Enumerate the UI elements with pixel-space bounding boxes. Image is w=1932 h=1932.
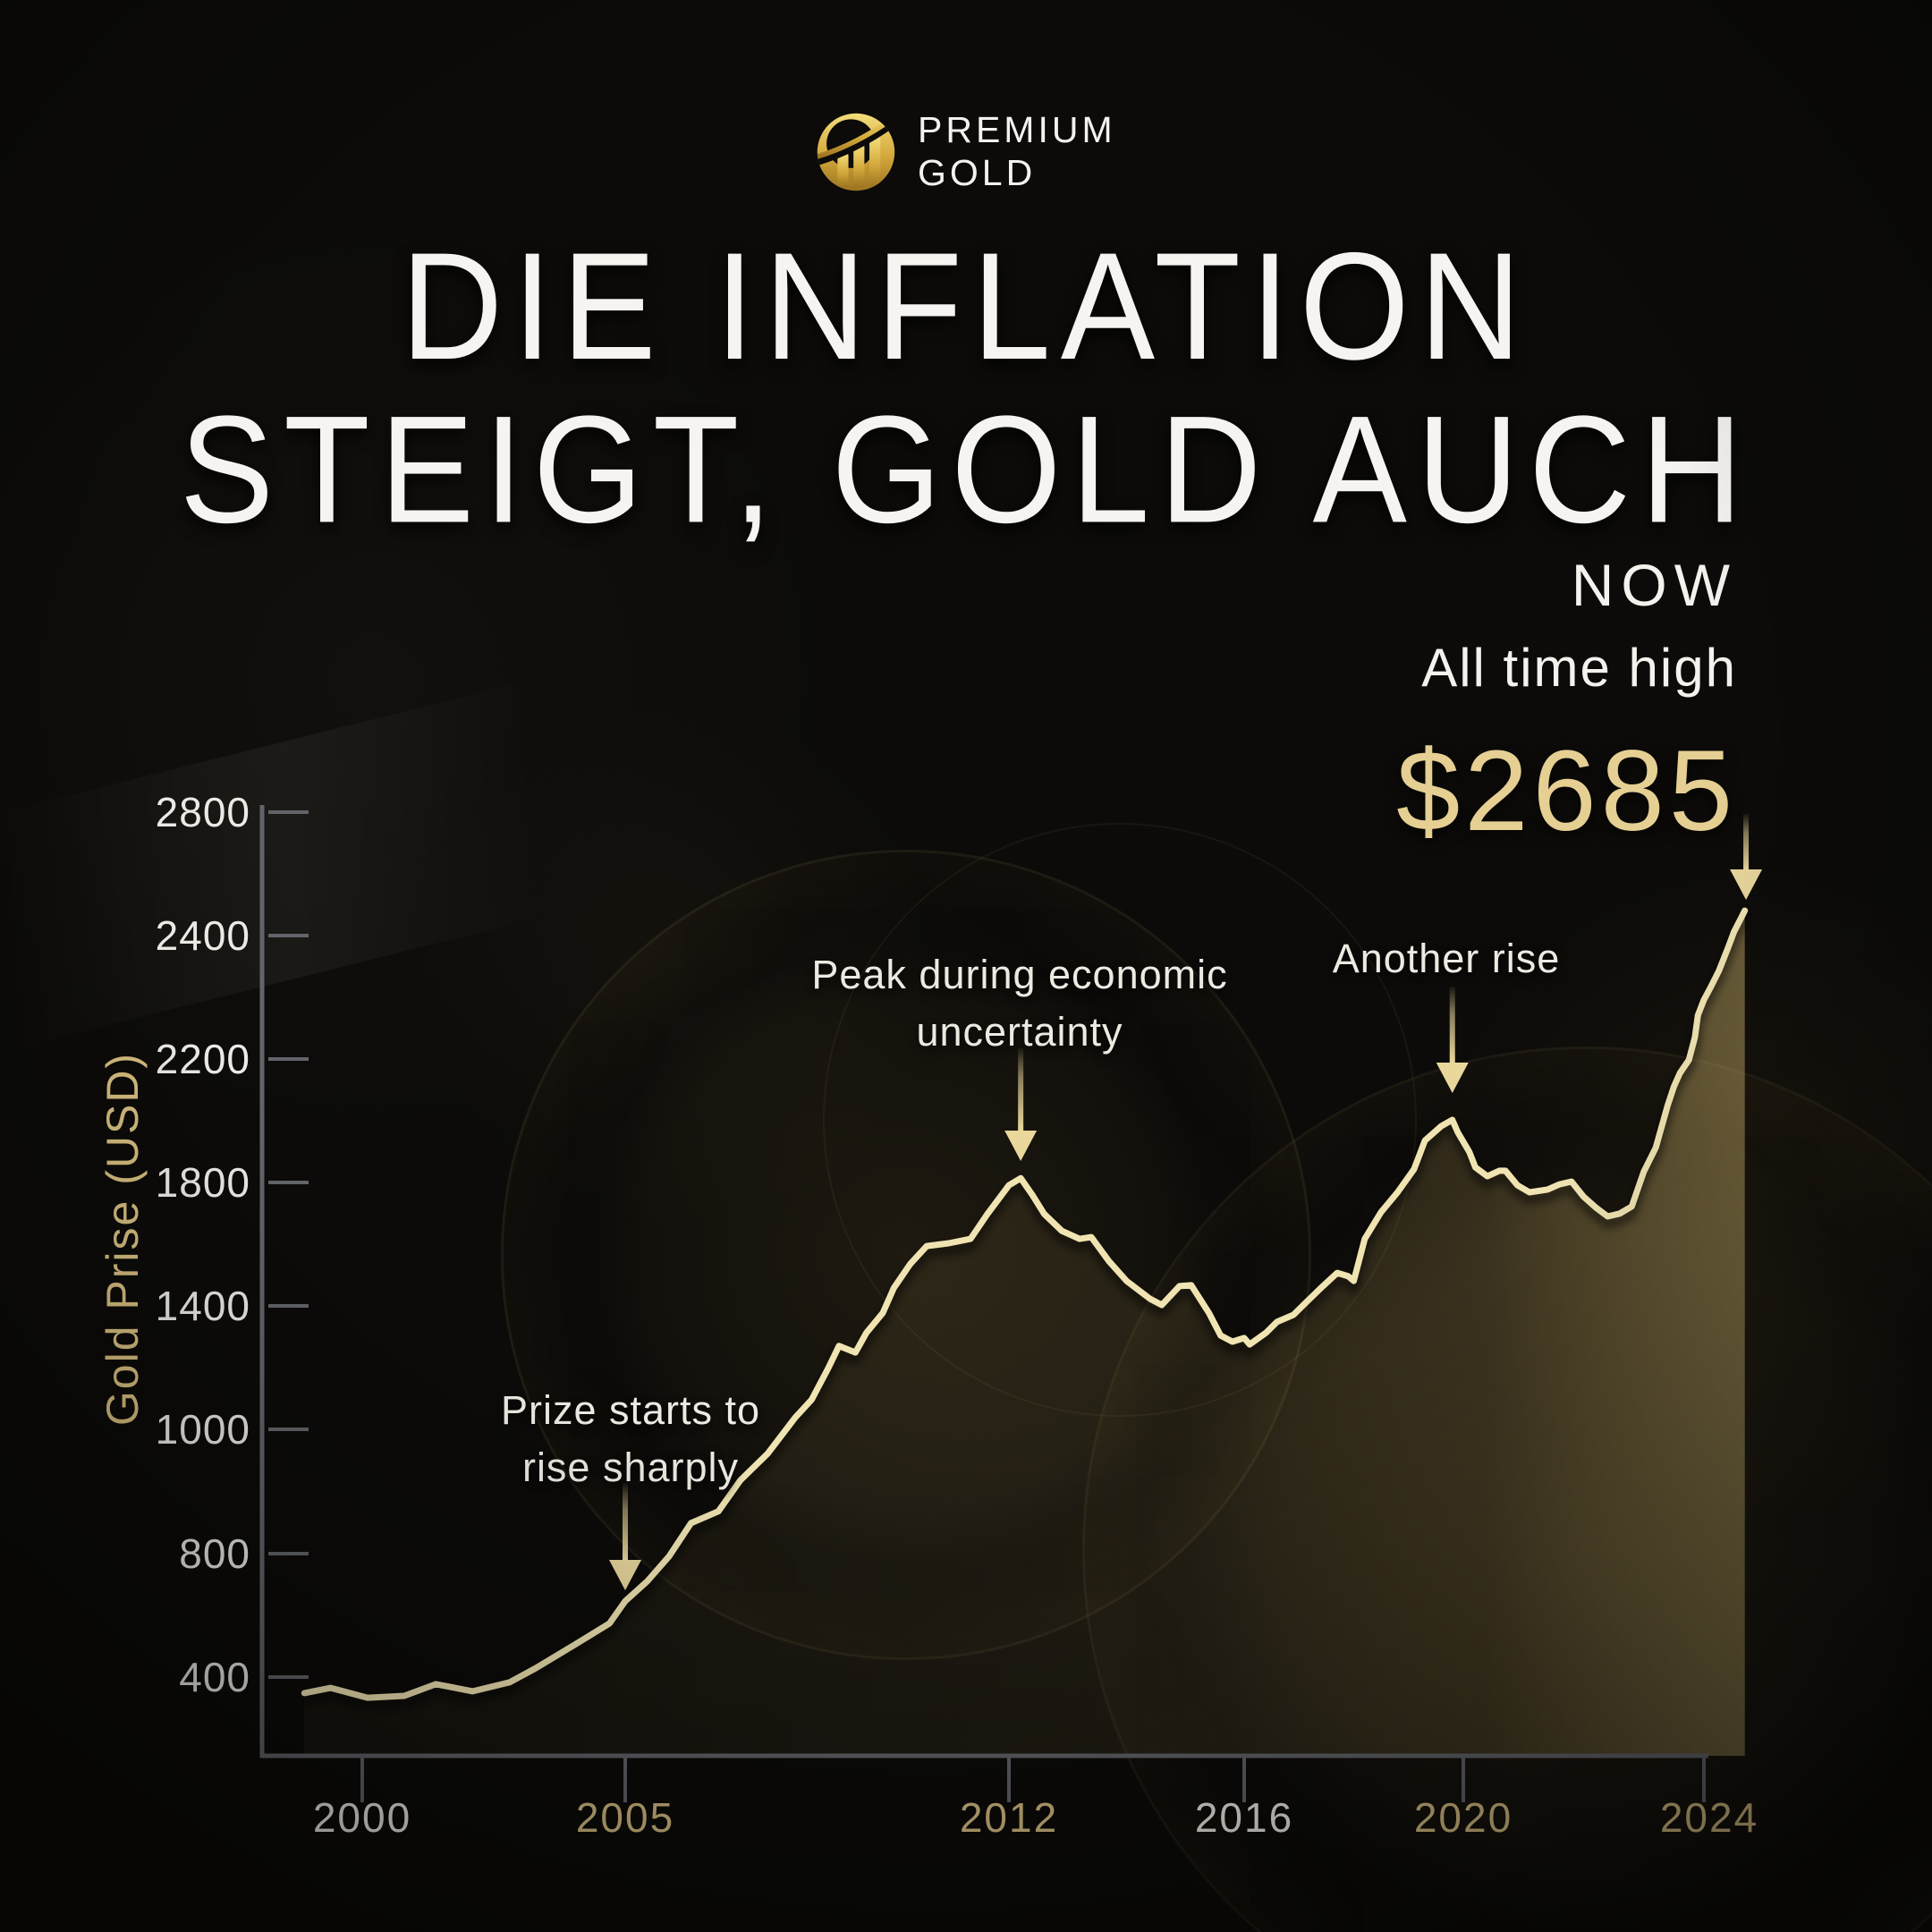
x-tick-label: 2012 (960, 1794, 1058, 1841)
page-title-line1: DIE INFLATION (0, 225, 1932, 389)
annotation-prize-starts-to-rise: Prize starts to rise sharply (385, 1382, 877, 1496)
x-tick-label: 2005 (576, 1794, 674, 1841)
gold-price-line (301, 907, 1749, 1701)
y-tick-label: 800 (179, 1530, 250, 1577)
brand-name-line1: PREMIUM (918, 109, 1116, 152)
gold-price-line-shadow (303, 915, 1750, 1710)
premium-gold-logo-icon (817, 113, 895, 191)
annotation-another-rise: Another rise (1223, 930, 1670, 987)
now-label: NOW (1396, 551, 1737, 619)
annotation-arrow-head (1004, 1131, 1038, 1161)
all-time-high-label: All time high (1396, 637, 1737, 699)
annotation-arrow-head (1436, 1063, 1469, 1093)
page-title: DIE INFLATION STEIGT, GOLD AUCH (0, 225, 1932, 552)
y-tick-label: 2400 (156, 912, 250, 959)
annotation-arrow-head (1730, 869, 1763, 900)
annotation-arrow-head (609, 1560, 641, 1590)
y-tick-label: 1400 (156, 1283, 250, 1329)
y-tick-label: 1800 (156, 1159, 250, 1206)
brand-name: PREMIUM GOLD (918, 109, 1116, 195)
y-tick-label: 400 (179, 1654, 250, 1700)
x-tick-label: 2024 (1660, 1794, 1758, 1841)
brand-logo: PREMIUM GOLD (814, 109, 1116, 195)
y-tick-label: 2200 (156, 1036, 250, 1082)
axis-lines (259, 805, 1708, 1758)
price-value: $2685 (1396, 725, 1737, 857)
x-tick-label: 2016 (1195, 1794, 1293, 1841)
annotation-peak-economic-uncertainty: Peak during economic uncertainty (724, 946, 1315, 1061)
y-tick-label: 1000 (156, 1406, 250, 1453)
gold-price-area-fill (304, 911, 1745, 1756)
all-time-high-callout: NOW All time high $2685 (1396, 551, 1737, 857)
brand-name-line2: GOLD (918, 152, 1116, 195)
x-tick-label: 2020 (1414, 1794, 1513, 1841)
y-tick-label: 2800 (156, 789, 250, 835)
page-title-line2: STEIGT, GOLD AUCH (0, 388, 1932, 553)
x-tick-label: 2000 (313, 1794, 411, 1841)
